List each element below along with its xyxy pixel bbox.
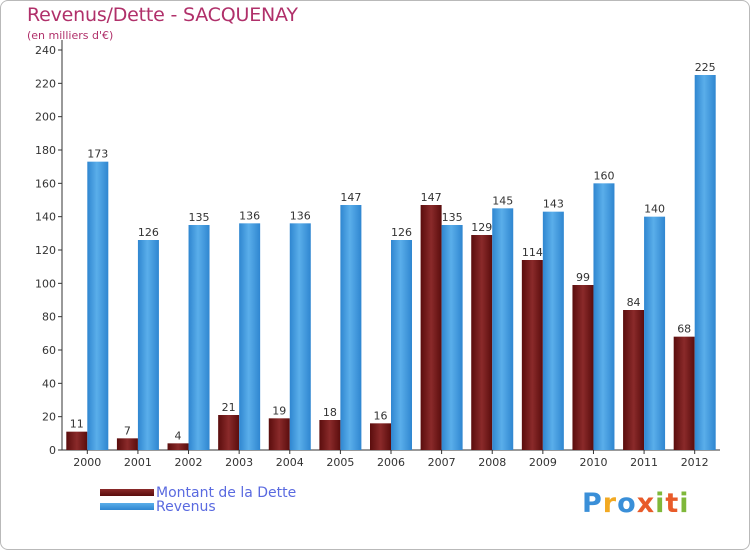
logo-letter: i	[655, 488, 666, 519]
data-label-dette-2002: 4	[175, 429, 182, 442]
y-tick-label: 120	[35, 244, 56, 257]
data-label-revenus-2007: 135	[442, 211, 463, 224]
y-tick-label: 80	[42, 311, 56, 324]
data-label-revenus-2003: 136	[239, 209, 260, 222]
bar-revenus-2002	[188, 225, 210, 450]
x-tick-label: 2009	[529, 456, 557, 469]
legend-swatch-dette	[100, 489, 154, 496]
bar-revenus-2004	[289, 223, 311, 450]
bar-revenus-2010	[593, 183, 615, 451]
y-tick-label: 40	[42, 377, 56, 390]
data-label-revenus-2002: 135	[189, 211, 210, 224]
bar-revenus-2007	[441, 225, 463, 450]
logo-letter: t	[665, 488, 680, 519]
y-tick-label: 160	[35, 177, 56, 190]
bar-dette-2001	[116, 438, 138, 450]
chart-title: Revenus/Dette - SACQUENAY	[27, 4, 298, 26]
x-tick-label: 2011	[630, 456, 658, 469]
bar-dette-2007	[420, 205, 442, 450]
x-tick-label: 2006	[377, 456, 405, 469]
data-label-dette-2006: 16	[374, 409, 388, 422]
bar-dette-2012	[673, 336, 695, 450]
data-label-revenus-2011: 140	[644, 203, 665, 216]
legend-label-revenus: Revenus	[156, 499, 216, 515]
x-tick-label: 2002	[175, 456, 203, 469]
bar-dette-2003	[218, 415, 240, 450]
data-label-revenus-2009: 143	[543, 198, 564, 211]
proxiti-logo: Proxiti	[582, 488, 690, 519]
data-label-dette-2008: 129	[471, 221, 492, 234]
data-label-dette-2001: 7	[124, 424, 131, 437]
y-tick-label: 60	[42, 344, 56, 357]
y-tick-label: 140	[35, 211, 56, 224]
x-tick-label: 2008	[478, 456, 506, 469]
x-tick-label: 2007	[428, 456, 456, 469]
y-tick-label: 20	[42, 411, 56, 424]
y-tick-label: 180	[35, 144, 56, 157]
y-tick-label: 240	[35, 44, 56, 57]
x-tick-label: 2001	[124, 456, 152, 469]
x-tick-label: 2004	[276, 456, 304, 469]
y-tick-label: 100	[35, 277, 56, 290]
x-tick-label: 2000	[73, 456, 101, 469]
bar-revenus-2005	[340, 205, 362, 450]
legend-swatch-revenus	[100, 503, 154, 510]
x-tick-label: 2010	[579, 456, 607, 469]
x-tick-label: 2012	[681, 456, 709, 469]
bar-dette-2009	[521, 260, 543, 450]
bar-revenus-2003	[239, 223, 261, 450]
data-label-revenus-2005: 147	[340, 191, 361, 204]
chart-subtitle: (en milliers d'€)	[27, 29, 114, 42]
data-label-dette-2012: 68	[677, 323, 691, 336]
y-tick-label: 200	[35, 111, 56, 124]
bar-revenus-2012	[694, 75, 716, 450]
data-label-dette-2010: 99	[576, 271, 590, 284]
y-tick-label: 220	[35, 77, 56, 90]
data-label-revenus-2010: 160	[593, 169, 614, 182]
data-label-dette-2003: 21	[222, 401, 236, 414]
bar-dette-2008	[471, 235, 493, 450]
logo-letter: x	[636, 488, 656, 519]
data-label-revenus-2001: 126	[138, 226, 159, 239]
x-tick-label: 2005	[326, 456, 354, 469]
bar-revenus-2009	[542, 211, 564, 450]
bar-dette-2004	[268, 418, 290, 450]
bar-dette-2002	[167, 443, 189, 450]
bar-dette-2000	[66, 431, 88, 450]
data-label-revenus-2006: 126	[391, 226, 412, 239]
bar-revenus-2008	[492, 208, 514, 450]
y-tick-label: 0	[49, 444, 56, 457]
x-tick-label: 2003	[225, 456, 253, 469]
logo-letter: P	[582, 488, 603, 519]
bar-dette-2010	[572, 285, 594, 450]
bar-dette-2011	[623, 310, 645, 450]
data-label-dette-2004: 19	[272, 404, 286, 417]
data-label-revenus-2004: 136	[290, 209, 311, 222]
bar-dette-2006	[370, 423, 391, 450]
data-label-dette-2000: 11	[70, 418, 84, 431]
data-label-dette-2005: 18	[323, 406, 337, 419]
data-label-revenus-2000: 173	[87, 148, 108, 161]
data-label-revenus-2012: 225	[695, 61, 716, 74]
logo-letter: o	[617, 488, 637, 519]
bar-dette-2005	[319, 420, 341, 450]
legend-label-dette: Montant de la Dette	[156, 485, 297, 501]
logo-letter: i	[679, 488, 690, 519]
bar-revenus-2001	[137, 240, 159, 450]
bar-revenus-2006	[391, 240, 412, 450]
logo-letter: r	[602, 488, 618, 519]
data-label-dette-2007: 147	[421, 191, 442, 204]
data-label-dette-2011: 84	[627, 296, 641, 309]
data-label-revenus-2008: 145	[492, 194, 513, 207]
data-label-dette-2009: 114	[522, 246, 543, 259]
bar-revenus-2011	[644, 216, 666, 450]
bar-revenus-2000	[87, 161, 109, 450]
